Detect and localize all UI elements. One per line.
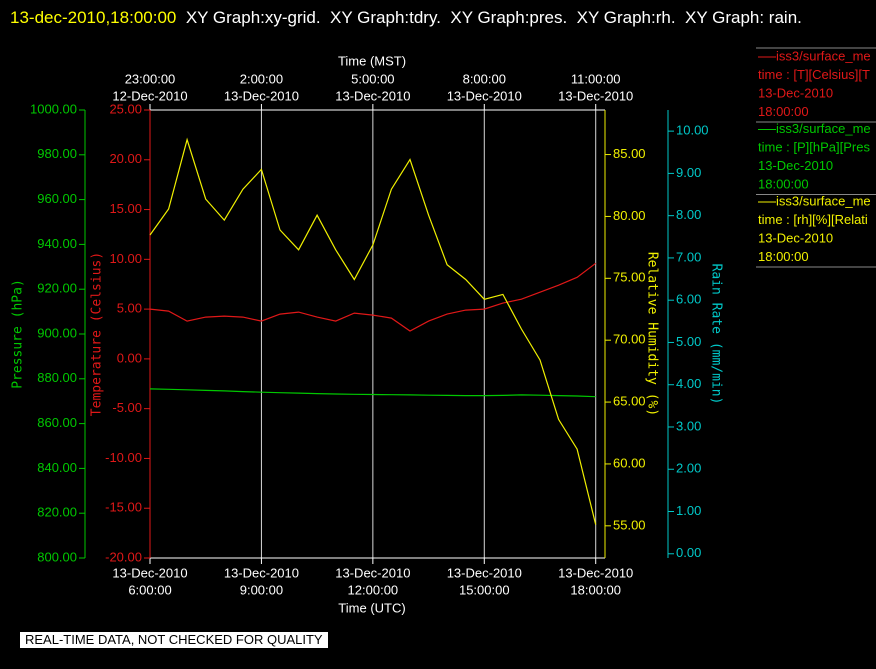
y-tick-label: 80.00 xyxy=(613,208,646,223)
x-tick-label: 6:00:00 xyxy=(128,582,171,597)
legend-time: 18:00:00 xyxy=(758,104,809,119)
x2-tick-label: 5:00:00 xyxy=(351,71,394,86)
x-tick-label: 13-Dec-2010 xyxy=(558,565,633,580)
y-axis-title: Temperature (Celsius) xyxy=(90,252,105,416)
x2-tick-label: 13-Dec-2010 xyxy=(558,88,633,103)
y-tick-label: 6.00 xyxy=(676,292,701,307)
y-tick-label: 7.00 xyxy=(676,249,701,264)
y-tick-label: 800.00 xyxy=(37,549,77,564)
x-tick-label: 9:00:00 xyxy=(240,582,283,597)
legend-time: 18:00:00 xyxy=(758,249,809,264)
graph-list: XY Graph:xy-grid. XY Graph:tdry. XY Grap… xyxy=(185,8,802,27)
quality-note: REAL-TIME DATA, NOT CHECKED FOR QUALITY xyxy=(20,632,328,648)
x-tick-label: 18:00:00 xyxy=(570,582,621,597)
y-tick-label: -20.00 xyxy=(105,549,142,564)
y-tick-label: 5.00 xyxy=(676,334,701,349)
y-axis-title: Pressure (hPa) xyxy=(11,279,26,389)
x2-axis-title: Time (MST) xyxy=(338,53,406,68)
x-tick-label: 13-Dec-2010 xyxy=(447,565,522,580)
x-tick-label: 13-Dec-2010 xyxy=(335,565,410,580)
x2-tick-label: 13-Dec-2010 xyxy=(224,88,299,103)
y-tick-label: 60.00 xyxy=(613,455,646,470)
y-tick-label: 75.00 xyxy=(613,270,646,285)
y-tick-label: 0.00 xyxy=(117,350,142,365)
y-tick-label: 65.00 xyxy=(613,394,646,409)
legend-name: iss3/surface_me xyxy=(776,193,871,208)
y-tick-label: 85.00 xyxy=(613,146,646,161)
x-tick-label: 13-Dec-2010 xyxy=(112,565,187,580)
y-tick-label: 880.00 xyxy=(37,370,77,385)
legend-detail: time : [T][Celsius][T xyxy=(758,67,870,82)
series-line xyxy=(149,388,596,398)
x-tick-label: 12:00:00 xyxy=(348,582,399,597)
y-tick-label: 9.00 xyxy=(676,165,701,180)
legend-date: 13-Dec-2010 xyxy=(758,158,833,173)
y-tick-label: -15.00 xyxy=(105,500,142,515)
x2-tick-label: 13-Dec-2010 xyxy=(335,88,410,103)
y-tick-label: 920.00 xyxy=(37,281,77,296)
y-tick-label: 980.00 xyxy=(37,146,77,161)
y-tick-label: 10.00 xyxy=(676,123,709,138)
y-tick-label: 940.00 xyxy=(37,236,77,251)
y-tick-label: 70.00 xyxy=(613,332,646,347)
x2-tick-label: 8:00:00 xyxy=(463,71,506,86)
y-tick-label: 0.00 xyxy=(676,545,701,560)
y-tick-label: 25.00 xyxy=(109,101,142,116)
y-tick-label: 8.00 xyxy=(676,207,701,222)
series-line xyxy=(149,137,597,525)
legend-detail: time : [rh][%][Relati xyxy=(758,212,868,227)
x-axis-title: Time (UTC) xyxy=(338,600,405,615)
y-tick-label: 4.00 xyxy=(676,376,701,391)
legend-name: iss3/surface_me xyxy=(776,48,871,63)
y-tick-label: 960.00 xyxy=(37,191,77,206)
x2-tick-label: 11:00:00 xyxy=(571,71,621,86)
y-tick-label: 10.00 xyxy=(109,251,142,266)
legend-time: 18:00:00 xyxy=(758,176,809,191)
y-tick-label: 1.00 xyxy=(676,503,701,518)
legend-detail: time : [P][hPa][Pres xyxy=(758,139,870,154)
legend-date: 13-Dec-2010 xyxy=(758,85,833,100)
y-tick-label: 20.00 xyxy=(109,151,142,166)
y-axis-title: Rain Rate (mm/min) xyxy=(709,264,724,405)
legend-date: 13-Dec-2010 xyxy=(758,230,833,245)
y-tick-label: 55.00 xyxy=(613,517,646,532)
header: 13-dec-2010,18:00:00 XY Graph:xy-grid. X… xyxy=(10,3,860,33)
x2-tick-label: 13-Dec-2010 xyxy=(447,88,522,103)
y-tick-label: 900.00 xyxy=(37,325,77,340)
y-tick-label: 820.00 xyxy=(37,505,77,520)
y-tick-label: -10.00 xyxy=(105,450,142,465)
y-tick-label: 2.00 xyxy=(676,461,701,476)
legend-name: iss3/surface_me xyxy=(776,121,871,136)
y-tick-label: 5.00 xyxy=(117,301,142,316)
x-tick-label: 15:00:00 xyxy=(459,582,510,597)
y-tick-label: 1000.00 xyxy=(30,101,77,116)
x2-tick-label: 12-Dec-2010 xyxy=(112,88,187,103)
series-line xyxy=(149,262,597,332)
x2-tick-label: 2:00:00 xyxy=(240,71,283,86)
y-tick-label: -5.00 xyxy=(112,400,142,415)
x2-tick-label: 23:00:00 xyxy=(125,71,176,86)
y-tick-label: 3.00 xyxy=(676,418,701,433)
y-tick-label: 860.00 xyxy=(37,415,77,430)
y-tick-label: 15.00 xyxy=(109,201,142,216)
y-tick-label: 840.00 xyxy=(37,460,77,475)
y-axis-title: Relative Humidity (%) xyxy=(645,252,660,416)
x-tick-label: 13-Dec-2010 xyxy=(224,565,299,580)
timestamp: 13-dec-2010,18:00:00 xyxy=(10,8,177,27)
